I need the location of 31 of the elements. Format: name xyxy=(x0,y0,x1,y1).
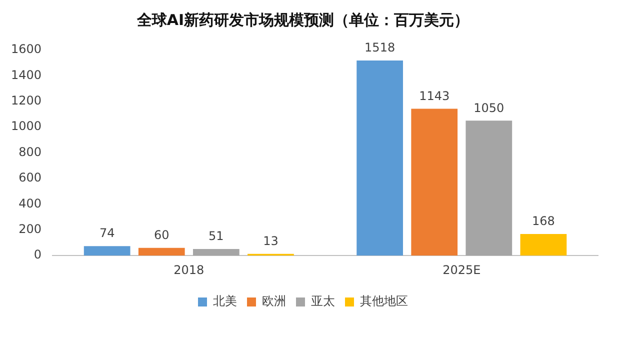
y-tick-label: 1200 xyxy=(10,94,42,108)
y-tick-label: 800 xyxy=(18,144,42,159)
data-label: 74 xyxy=(99,226,115,240)
x-tick-label: 2018 xyxy=(174,262,204,277)
legend-label: 其他地区 xyxy=(360,294,408,308)
legend-label: 欧洲 xyxy=(262,294,286,308)
y-tick-label: 1600 xyxy=(10,42,42,56)
chart-title: 全球AI新药研发市场规模预测（单位：百万美元） xyxy=(136,10,470,29)
data-label: 60 xyxy=(154,228,170,242)
bar xyxy=(466,120,512,256)
data-label: 168 xyxy=(532,214,555,228)
legend-label: 亚太 xyxy=(311,294,335,308)
y-tick-label: 1000 xyxy=(10,119,42,134)
bar xyxy=(356,60,403,256)
bar xyxy=(138,248,185,256)
data-label: 1518 xyxy=(364,40,396,55)
y-tick-label: 0 xyxy=(34,248,42,262)
data-label: 1143 xyxy=(419,88,450,103)
bar xyxy=(192,249,240,256)
y-tick-label: 1400 xyxy=(10,68,42,82)
x-tick-label: 2025E xyxy=(442,262,481,277)
y-tick-label: 200 xyxy=(18,222,42,236)
data-label: 1050 xyxy=(474,100,504,115)
bar xyxy=(411,108,458,256)
y-tick-label: 400 xyxy=(18,196,42,210)
bar xyxy=(520,234,567,256)
data-label: 51 xyxy=(208,229,224,244)
legend-label: 北美 xyxy=(213,294,237,308)
bar xyxy=(84,246,130,256)
y-tick-label: 600 xyxy=(18,170,42,185)
data-label: 13 xyxy=(263,234,278,248)
